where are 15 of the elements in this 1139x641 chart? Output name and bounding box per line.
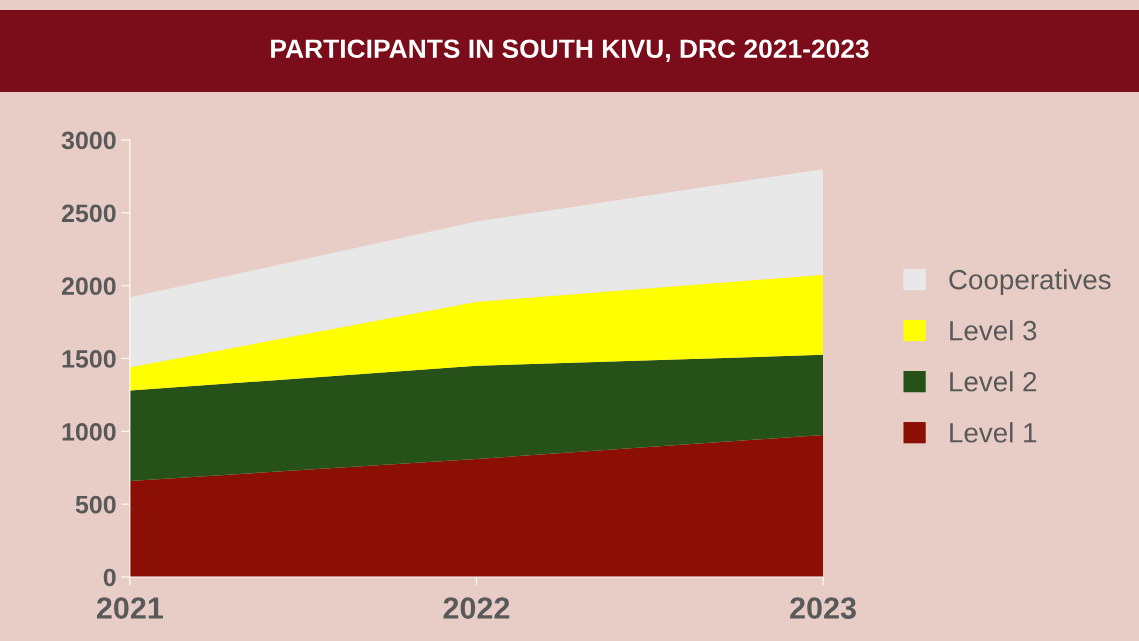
y-tick-label: 500	[75, 495, 116, 514]
y-tick-label: 2000	[61, 277, 116, 295]
legend-label: Level 2	[950, 371, 1037, 392]
chart-title: PARTICIPANTS IN SOUTH KIVU, DRC 2021-2023	[271, 39, 869, 62]
y-tick-label: 3000	[61, 131, 116, 150]
legend-label: Level 3	[950, 320, 1037, 341]
y-tick-label: 1000	[62, 422, 116, 441]
y-tick-label: 1500	[62, 350, 116, 368]
legend-label: Level 1	[950, 422, 1037, 443]
x-tick-label: 2023	[790, 597, 856, 619]
x-tick-label: 2022	[443, 597, 510, 619]
y-tick-label: 0	[103, 568, 116, 587]
y-tick-label: 2500	[61, 204, 116, 223]
x-tick-label: 2021	[96, 597, 163, 619]
legend-label: Cooperatives	[949, 269, 1111, 295]
